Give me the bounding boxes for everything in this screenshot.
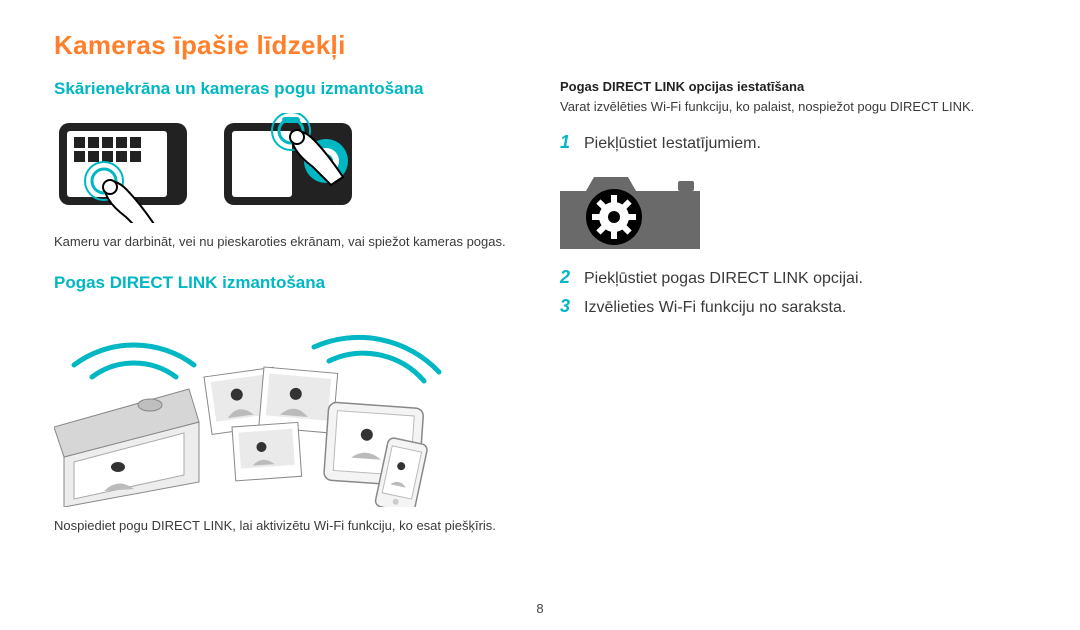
- section2-title: Pogas DIRECT LINK izmantošana: [54, 273, 520, 293]
- step-2: 2 Piekļūstiet pogas DIRECT LINK opcijai.: [560, 267, 1026, 288]
- step-1: 1 Piekļūstiet Iestatījumiem.: [560, 132, 1026, 153]
- step-3-text: Izvēlieties Wi-Fi funkciju no saraksta.: [584, 299, 846, 317]
- section1-title: Skārienekrāna un kameras pogu izmantošan…: [54, 79, 520, 99]
- step-1-text: Piekļūstiet Iestatījumiem.: [584, 135, 761, 153]
- step-3: 3 Izvēlieties Wi-Fi funkciju no saraksta…: [560, 296, 1026, 317]
- page-number: 8: [0, 601, 1080, 616]
- right-intro: Varat izvēlēties Wi-Fi funkciju, ko pala…: [560, 98, 1026, 116]
- right-heading: Pogas DIRECT LINK opcijas iestatīšana: [560, 79, 1026, 94]
- step-1-num: 1: [560, 132, 574, 153]
- illustration-direct-link: [54, 307, 454, 507]
- illustration-camera-gear: [560, 163, 700, 253]
- step-2-text: Piekļūstiet pogas DIRECT LINK opcijai.: [584, 270, 863, 288]
- step-2-num: 2: [560, 267, 574, 288]
- illustration-touchscreen: [54, 113, 414, 223]
- section2-body: Nospiediet pogu DIRECT LINK, lai aktiviz…: [54, 517, 520, 535]
- step-3-num: 3: [560, 296, 574, 317]
- section1-body: Kameru var darbināt, vei nu pieskaroties…: [54, 233, 520, 251]
- page-title: Kameras īpašie līdzekļi: [0, 0, 1080, 61]
